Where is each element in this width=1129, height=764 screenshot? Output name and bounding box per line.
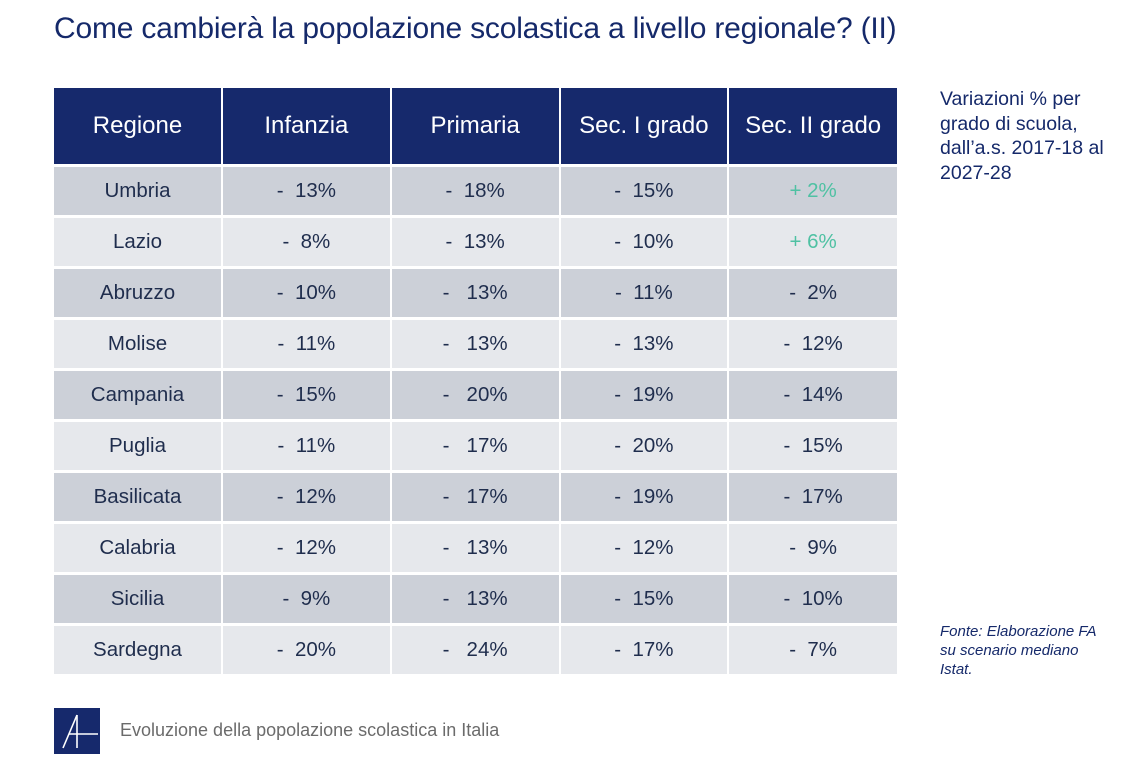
value-cell: - 11% [222,419,392,472]
value-cell: - 13% [222,164,392,217]
value-cell: - 17% [390,470,561,523]
value-cell: - 13% [390,521,561,574]
value-cell: - 13% [390,266,561,319]
value-cell: - 20% [559,419,730,472]
value-cell: + 6% [728,215,897,268]
value-cell: - 15% [559,572,730,625]
value-cell: - 17% [559,623,730,674]
value-cell: - 12% [728,317,897,370]
value-cell: + 2% [728,164,897,217]
value-cell: - 2% [728,266,897,319]
header-primaria: Primaria [390,88,561,166]
header-sec-ii-grado: Sec. II grado [728,88,897,166]
region-cell: Campania [54,368,223,421]
region-cell: Puglia [54,419,223,472]
page-title: Come cambierà la popolazione scolastica … [54,12,897,45]
region-cell: Sardegna [54,623,223,674]
value-cell: - 24% [390,623,561,674]
region-cell: Molise [54,317,223,370]
table-row: Puglia - 11% - 17% - 20% - 15% [54,419,897,472]
value-cell: - 10% [559,215,730,268]
value-cell: - 13% [390,215,561,268]
regional-table: Regione Infanzia Primaria Sec. I grado S… [54,88,897,674]
header-sec-i-grado: Sec. I grado [559,88,730,166]
region-cell: Lazio [54,215,223,268]
value-cell: - 12% [222,521,392,574]
table-row: Basilicata - 12% - 17% - 19% - 17% [54,470,897,523]
table-row: Abruzzo - 10% - 13% - 11% - 2% [54,266,897,319]
table-header-row: Regione Infanzia Primaria Sec. I grado S… [54,88,897,166]
value-cell: - 13% [390,317,561,370]
region-cell: Calabria [54,521,223,574]
value-cell: - 10% [728,572,897,625]
value-cell: - 13% [390,572,561,625]
table-row: Molise - 11% - 13% - 13% - 12% [54,317,897,370]
source-note: Fonte: Elaborazione FA su scenario media… [940,623,1096,678]
value-cell: - 20% [222,623,392,674]
value-cell: - 7% [728,623,897,674]
footer-text: Evoluzione della popolazione scolastica … [120,720,500,740]
region-cell: Basilicata [54,470,223,523]
table-row: Calabria - 12% - 13% - 12% - 9% [54,521,897,574]
table-row: Campania - 15% - 20% - 19% - 14% [54,368,897,421]
logo-svg [62,714,98,749]
table-body: Umbria - 13% - 18% - 15% + 2% Lazio - 8% - 13% -… [54,164,897,674]
region-cell: Umbria [54,164,223,217]
value-cell: - 20% [390,368,561,421]
value-cell: - 11% [222,317,392,370]
region-cell: Abruzzo [54,266,223,319]
value-cell: - 9% [728,521,897,574]
value-cell: - 15% [222,368,392,421]
value-cell: - 19% [559,368,730,421]
value-cell: - 14% [728,368,897,421]
value-cell: - 8% [222,215,392,268]
value-cell: - 12% [559,521,730,574]
value-cell: - 19% [559,470,730,523]
table-row: Sicilia - 9% - 13% - 15% - 10% [54,572,897,625]
header-infanzia: Infanzia [222,88,392,166]
table-row: Sardegna - 20% - 24% - 17% - 7% [54,623,897,674]
value-cell: - 15% [559,164,730,217]
value-cell: - 13% [559,317,730,370]
region-cell: Sicilia [54,572,223,625]
value-cell: - 15% [728,419,897,472]
variation-note: Variazioni % per grado di scuola, dall’a… [940,88,1104,184]
value-cell: - 11% [559,266,730,319]
value-cell: - 17% [728,470,897,523]
table-row: Umbria - 13% - 18% - 15% + 2% [54,164,897,217]
header-regione: Regione [54,88,223,166]
value-cell: - 17% [390,419,561,472]
a-monogram-logo-icon [54,708,100,754]
value-cell: - 12% [222,470,392,523]
table-row: Lazio - 8% - 13% - 10% + 6% [54,215,897,268]
value-cell: - 9% [222,572,392,625]
value-cell: - 10% [222,266,392,319]
value-cell: - 18% [390,164,561,217]
